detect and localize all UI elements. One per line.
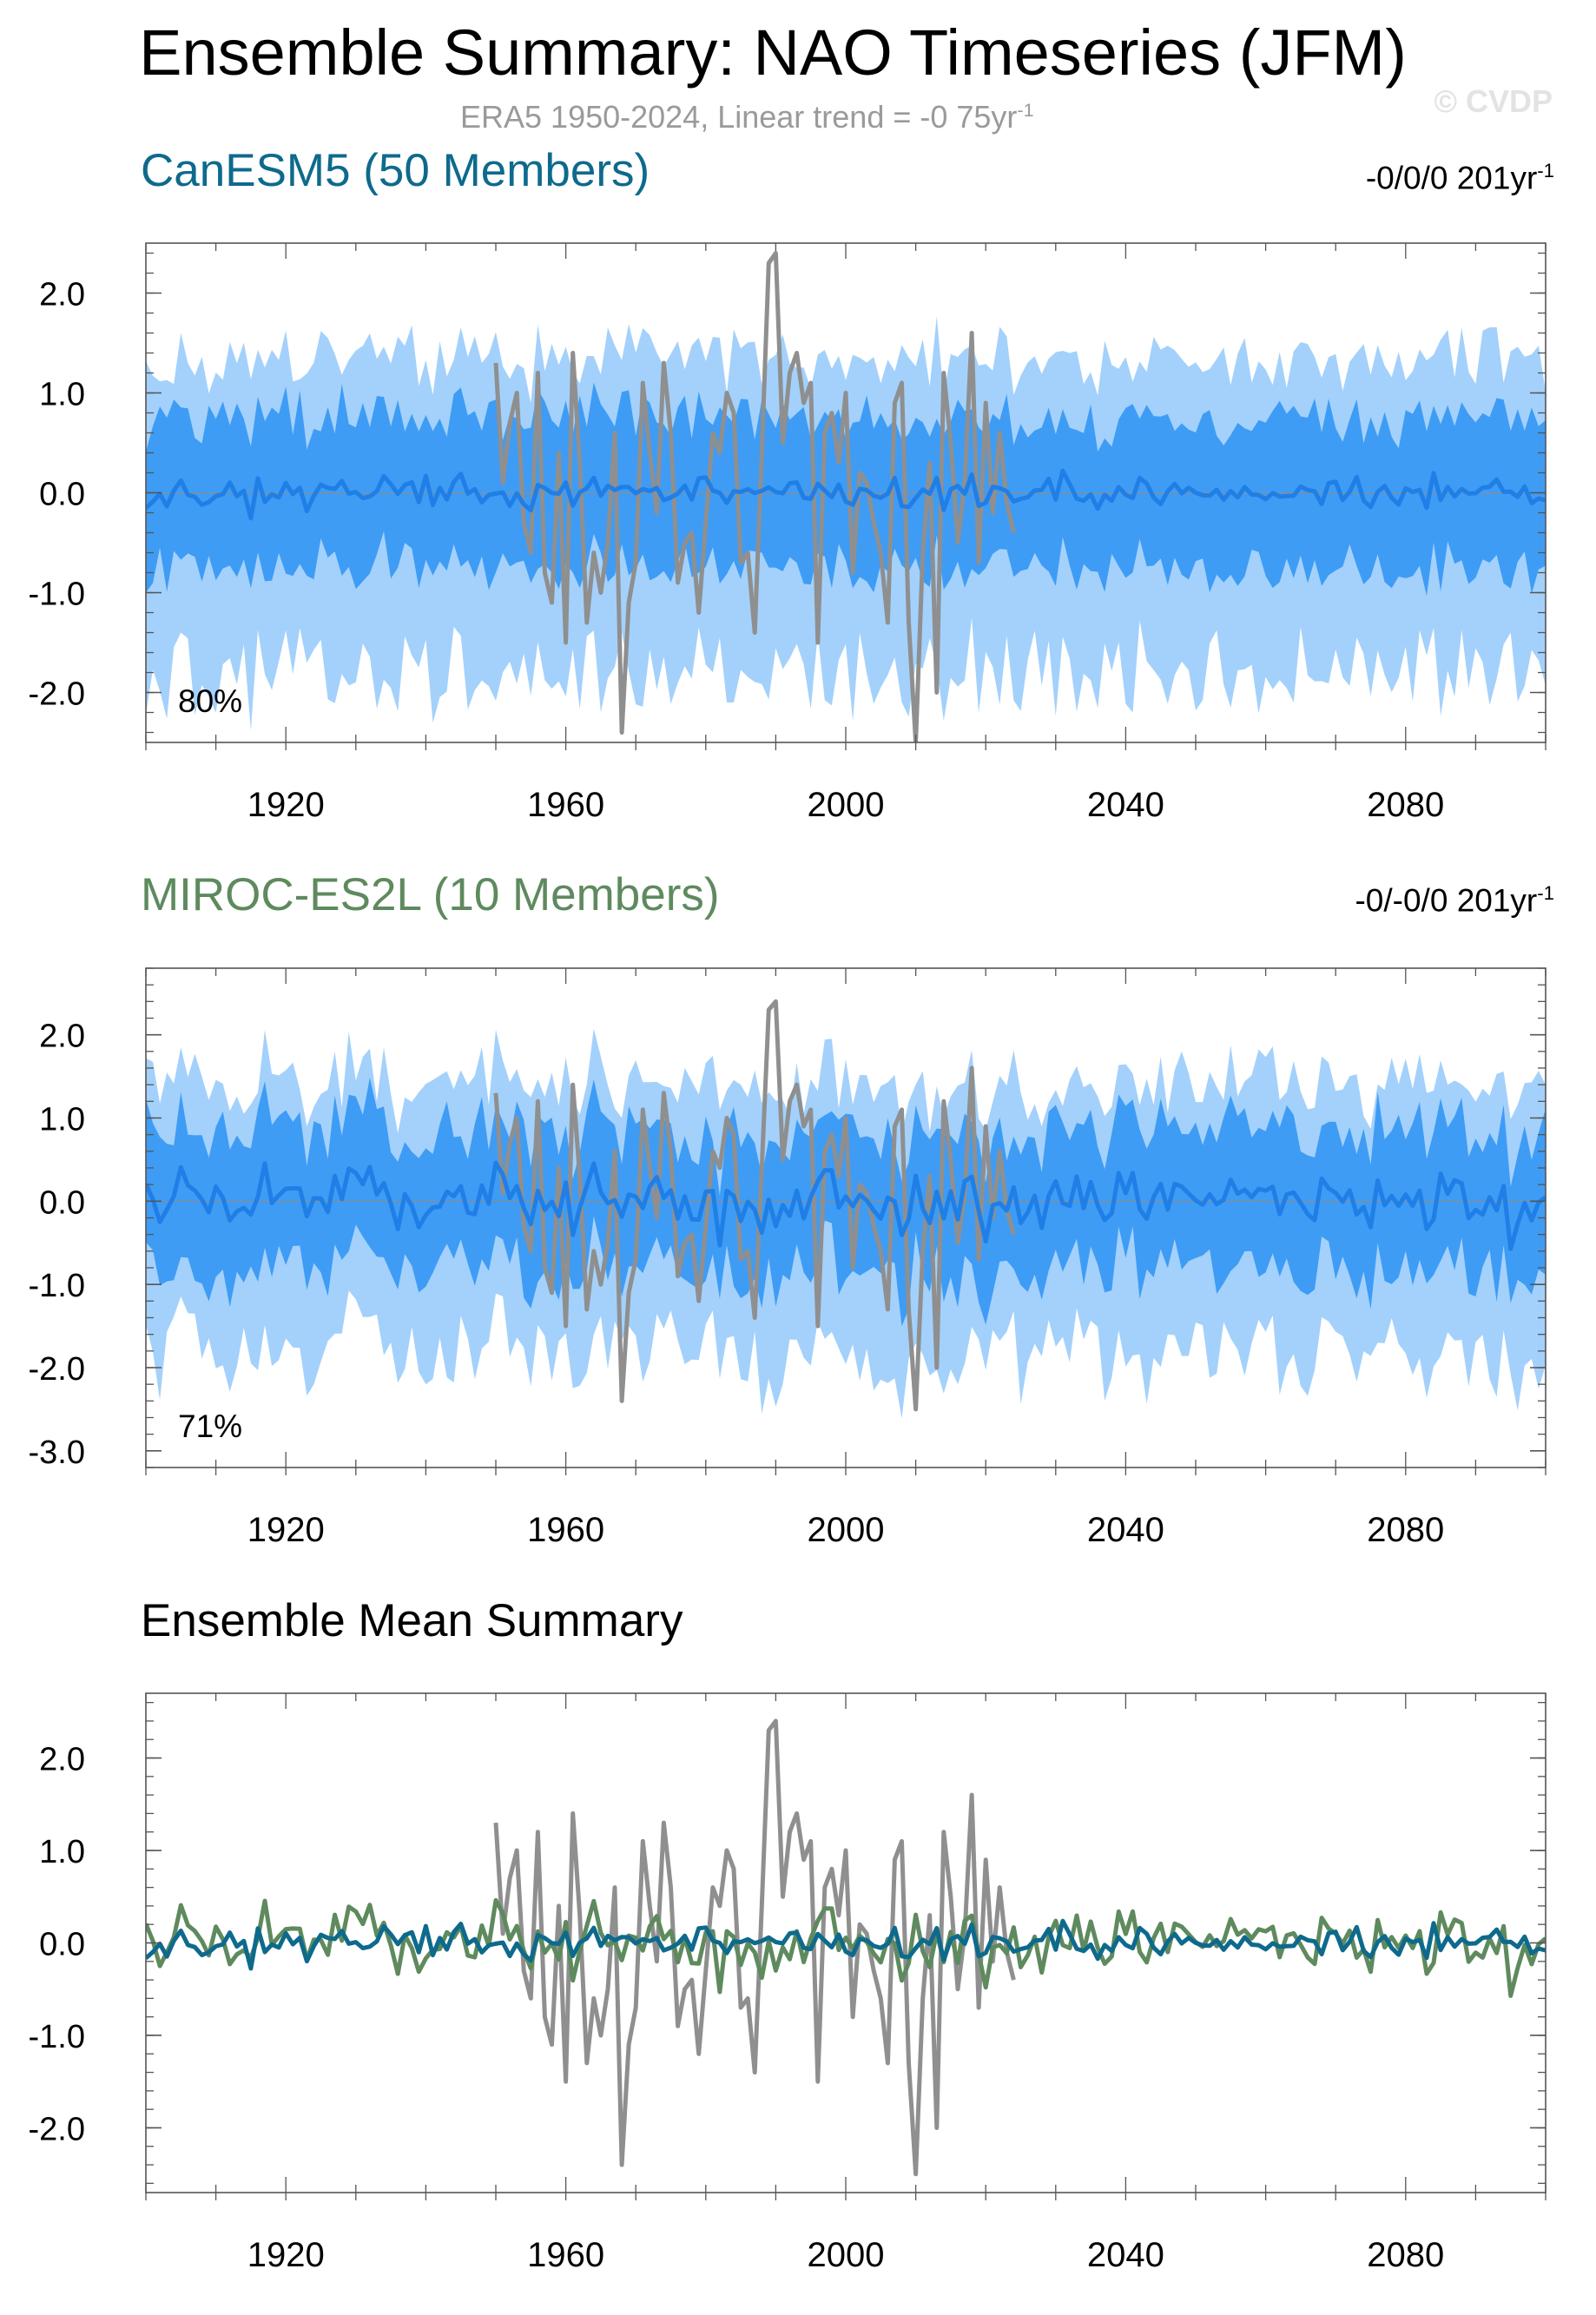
percent-label: 80% bbox=[178, 683, 242, 719]
x-tick-label: 1920 bbox=[247, 2236, 325, 2274]
x-tick-label: 1920 bbox=[247, 1511, 325, 1549]
panel-title-summary: Ensemble Mean Summary bbox=[141, 1595, 683, 1646]
subtitle-sup: -1 bbox=[1017, 99, 1034, 121]
y-tick-label: 1.0 bbox=[39, 1102, 85, 1138]
axes-2: 2.0 1.0 0.0 -1.0 -2.0 1920 1960 2000 2040 2080 bbox=[29, 1693, 1547, 2274]
y-tick-label: 1.0 bbox=[39, 1834, 85, 1870]
x-tick-label: 1960 bbox=[527, 2236, 604, 2274]
inner-spread-band bbox=[146, 1077, 1546, 1327]
x-tick-label: 2000 bbox=[808, 1511, 885, 1549]
panel-trend-canesm5: -0/0/0 201yr-1 bbox=[1366, 160, 1554, 196]
x-tick-label: 2000 bbox=[808, 2236, 885, 2274]
y-tick-label: -2.0 bbox=[29, 2111, 85, 2147]
page-title: Ensemble Summary: NAO Timeseries (JFM) bbox=[139, 16, 1407, 89]
subtitle: ERA5 1950-2024, Linear trend = -0 75yr-1 bbox=[460, 99, 1034, 135]
plot-area bbox=[146, 1718, 1546, 2177]
x-tick-label: 2040 bbox=[1087, 1511, 1164, 1549]
x-tick-label: 1920 bbox=[247, 786, 325, 824]
panel-trend-sup: -1 bbox=[1537, 882, 1554, 904]
x-tick-label: 2040 bbox=[1087, 2236, 1164, 2274]
ensemble-mean-line bbox=[146, 1160, 1546, 1251]
x-tick-label: 2080 bbox=[1367, 786, 1444, 824]
watermark: © CVDP bbox=[1434, 83, 1553, 119]
y-tick-label: 2.0 bbox=[39, 1742, 85, 1778]
percent-label: 71% bbox=[178, 1408, 242, 1444]
y-tick-label: -1.0 bbox=[29, 577, 85, 613]
canesm-mean-line bbox=[146, 1918, 1546, 1971]
y-tick-label: -2.0 bbox=[29, 676, 85, 713]
x-tick-label: 2040 bbox=[1087, 786, 1164, 824]
y-tick-label: -1.0 bbox=[29, 1268, 85, 1304]
chart-panel-canesm5: 2.0 1.0 0.0 -1.0 -2.0 1920 1960 2000 2040 2080 80% bbox=[29, 242, 1547, 824]
plot-area bbox=[146, 251, 1546, 742]
x-tick-label: 2080 bbox=[1367, 2236, 1444, 2274]
y-tick-label: 1.0 bbox=[39, 377, 85, 413]
panel-title-miroc: MIROC-ES2L (10 Members) bbox=[141, 869, 720, 920]
panel-trend-text: -0/0/0 201yr bbox=[1365, 160, 1538, 196]
x-tick-label: 1960 bbox=[527, 1511, 604, 1549]
inner-spread-band bbox=[146, 382, 1546, 597]
panel-title-canesm5: CanESM5 (50 Members) bbox=[141, 145, 650, 196]
ensemble-mean-line bbox=[146, 468, 1546, 521]
x-tick-label: 2000 bbox=[808, 786, 885, 824]
y-tick-label: 0.0 bbox=[39, 1927, 85, 1963]
chart-panel-summary: 2.0 1.0 0.0 -1.0 -2.0 1920 1960 2000 2040 2080 bbox=[29, 1692, 1547, 2274]
y-tick-label: 0.0 bbox=[39, 1184, 85, 1221]
y-tick-label: 2.0 bbox=[39, 277, 85, 313]
y-tick-label: -3.0 bbox=[29, 1435, 85, 1471]
x-tick-label: 2080 bbox=[1367, 1511, 1444, 1549]
plot-area bbox=[146, 999, 1546, 1419]
y-tick-label: -2.0 bbox=[29, 1351, 85, 1388]
y-tick-label: 0.0 bbox=[39, 477, 85, 513]
y-tick-label: 2.0 bbox=[39, 1019, 85, 1055]
panel-trend-text: -0/-0/0 201yr bbox=[1355, 882, 1538, 919]
y-tick-label: -1.0 bbox=[29, 2019, 85, 2055]
era5-observed-line bbox=[493, 999, 1016, 1412]
panel-trend-sup: -1 bbox=[1537, 160, 1554, 181]
era5-observed-line bbox=[493, 1718, 1016, 2177]
axes-0: 2.0 1.0 0.0 -1.0 -2.0 1920 1960 2000 2040 2080 bbox=[29, 243, 1547, 824]
subtitle-text: ERA5 1950-2024, Linear trend = -0 75yr bbox=[460, 99, 1018, 135]
chart-panel-miroc: 2.0 1.0 0.0 -1.0 -2.0 -3.0 1920 1960 2000 2040 208… bbox=[29, 967, 1547, 1549]
panel-trend-miroc: -0/-0/0 201yr-1 bbox=[1355, 882, 1554, 919]
x-tick-label: 1960 bbox=[527, 786, 604, 824]
axes-1: 2.0 1.0 0.0 -1.0 -2.0 -3.0 1920 1960 2000 2040 208… bbox=[29, 967, 1547, 1549]
